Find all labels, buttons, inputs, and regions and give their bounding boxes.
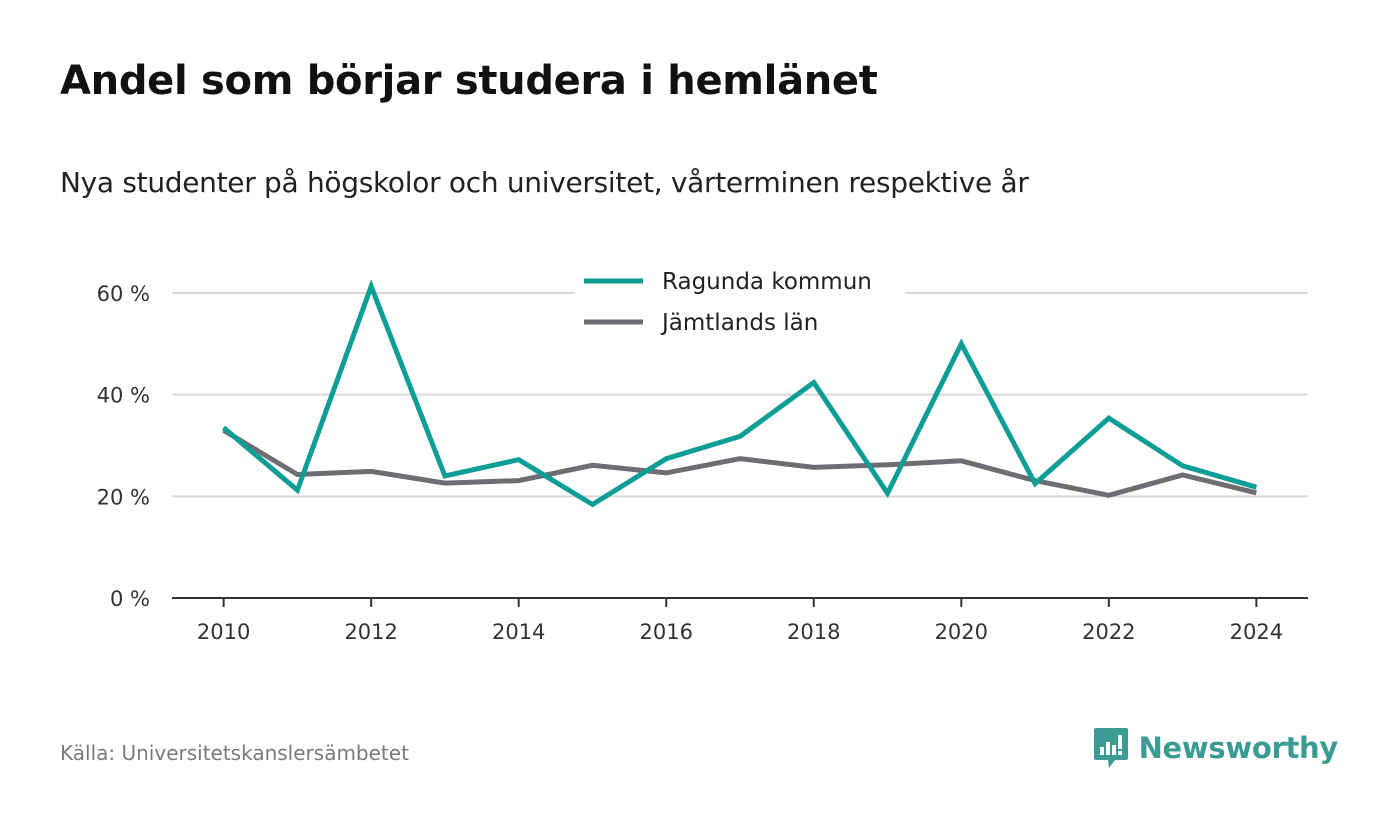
x-tick-label: 2020 [935,620,988,644]
legend-label-2: Jämtlands län [660,310,818,336]
y-tick-label: 40 % [97,384,150,408]
legend: Ragunda kommun Jämtlands län [575,262,905,346]
newsworthy-logo-icon [1093,728,1128,768]
series-lines [221,279,1258,508]
y-tick-label: 60 % [97,282,150,306]
y-tick-label: 20 % [97,485,150,509]
line-chart: 0 % 20 % 40 % 60 % 2010 2012 2014 2016 2018 2020… [96,262,1308,644]
chart-subtitle: Nya studenter på högskolor och universit… [60,166,1029,199]
x-tick-label: 2022 [1082,620,1135,644]
x-tick-label: 2012 [344,620,397,644]
x-tick-label: 2018 [787,620,840,644]
brand-name: Newsworthy [1138,731,1339,765]
source-note: Källa: Universitetskanslersämbetet [60,741,409,765]
legend-background [575,262,905,346]
series-line-1 [221,279,1258,508]
x-tick-label: 2014 [492,620,545,644]
x-axis [172,597,1308,607]
legend-label-1: Ragunda kommun [662,269,872,295]
x-axis-labels: 2010 2012 2014 2016 2018 2020 2022 2024 [197,620,1283,644]
x-tick-label: 2024 [1230,620,1283,644]
series-line-2 [222,428,1257,498]
x-tick-label: 2016 [640,620,693,644]
y-tick-label: 0 % [110,587,150,611]
y-axis-labels: 0 % 20 % 40 % 60 % [97,282,150,611]
chart-title: Andel som börjar studera i hemlänet [60,58,878,104]
x-tick-label: 2010 [197,620,250,644]
brand-logo: Newsworthy [1093,726,1338,770]
